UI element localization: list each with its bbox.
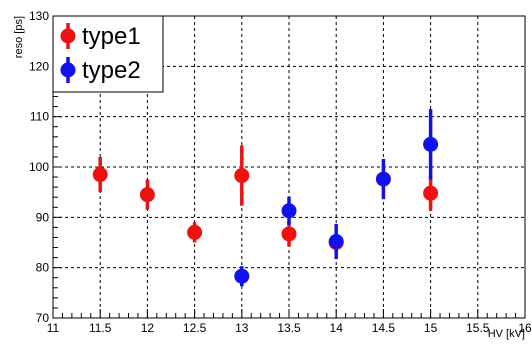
data-point bbox=[423, 185, 439, 201]
legend-marker bbox=[60, 28, 76, 44]
legend-label: type2 bbox=[82, 57, 141, 84]
x-tick-label: 11.5 bbox=[89, 321, 112, 335]
y-axis-title: reso [ps] bbox=[13, 16, 25, 58]
y-tick-label: 80 bbox=[36, 261, 50, 275]
x-tick-label: 14.5 bbox=[372, 321, 396, 335]
legend: type1 type2 bbox=[52, 15, 164, 93]
data-point bbox=[234, 268, 250, 284]
x-tick-label: 16 bbox=[518, 321, 532, 335]
data-point bbox=[328, 233, 344, 249]
x-tick-label: 13.5 bbox=[277, 321, 301, 335]
legend-marker bbox=[60, 62, 76, 78]
x-tick-label: 13 bbox=[235, 321, 249, 335]
data-point bbox=[375, 171, 391, 187]
data-points bbox=[92, 109, 439, 287]
x-tick-label: 11 bbox=[47, 321, 60, 335]
x-tick-label: 15.5 bbox=[466, 321, 490, 335]
x-tick-label: 15 bbox=[424, 321, 438, 335]
data-point bbox=[281, 226, 297, 242]
x-tick-label: 14 bbox=[330, 321, 344, 335]
data-point bbox=[281, 203, 297, 219]
data-point bbox=[187, 224, 203, 240]
y-tick-label: 130 bbox=[29, 9, 49, 23]
data-point bbox=[139, 187, 155, 203]
y-tick-label: 110 bbox=[30, 110, 49, 124]
tick-labels: 11 11.5 12 12.5 13 13.5 14 14.5 15 15.5 16 70 80 90 10… bbox=[29, 9, 532, 335]
series-type2 bbox=[234, 109, 439, 287]
data-point bbox=[234, 168, 250, 184]
data-point bbox=[423, 136, 439, 152]
legend-label: type1 bbox=[82, 23, 141, 50]
y-tick-label: 100 bbox=[29, 160, 49, 174]
x-axis-title: HV [kV] bbox=[488, 328, 525, 340]
x-tick-label: 12.5 bbox=[183, 321, 207, 335]
data-point bbox=[92, 167, 108, 183]
legend-box bbox=[52, 15, 164, 93]
y-tick-label: 90 bbox=[36, 210, 50, 224]
x-tick-label: 12 bbox=[141, 321, 155, 335]
y-tick-label: 70 bbox=[36, 311, 50, 325]
y-tick-label: 120 bbox=[29, 59, 49, 73]
